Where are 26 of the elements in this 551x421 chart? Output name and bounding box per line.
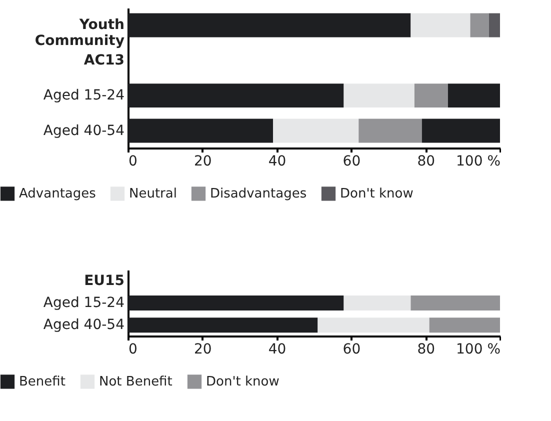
y-tick-label: Aged 40-54 — [43, 122, 125, 139]
x-tick-label: 20 — [194, 342, 212, 358]
legend-label: Not Benefit — [99, 374, 172, 390]
x-tick-label: 60 — [342, 154, 361, 170]
x-tick-label: 100 % — [456, 342, 500, 358]
x-tick-label: 80 — [417, 154, 436, 170]
x-tick-label: 0 — [128, 154, 138, 170]
x-tick-label: 0 — [128, 342, 138, 358]
y-tick-label: Aged 15-24 — [43, 88, 125, 104]
x-tick-label: 40 — [268, 154, 286, 170]
legend-label: Neutral — [129, 186, 177, 202]
y-tick-label: AC13 — [84, 52, 124, 68]
x-tick-label: 100 % — [456, 154, 500, 170]
legend-label: Don't know — [340, 186, 414, 202]
x-tick-label: 80 — [417, 342, 436, 358]
y-tick-label: EU15 — [84, 272, 124, 289]
legend-label: Disadvantages — [210, 186, 307, 202]
legend-label: Benefit — [19, 374, 66, 390]
y-tick-label: Youth Community — [34, 17, 124, 50]
x-tick-label: 60 — [342, 342, 361, 358]
x-tick-label: 40 — [268, 342, 286, 358]
x-tick-label: 20 — [194, 154, 212, 170]
legend-label: Advantages — [19, 186, 96, 202]
y-tick-label: Aged 15-24 — [43, 295, 125, 311]
y-tick-label: Aged 40-54 — [43, 317, 125, 334]
legend-label: Don't know — [206, 374, 280, 390]
